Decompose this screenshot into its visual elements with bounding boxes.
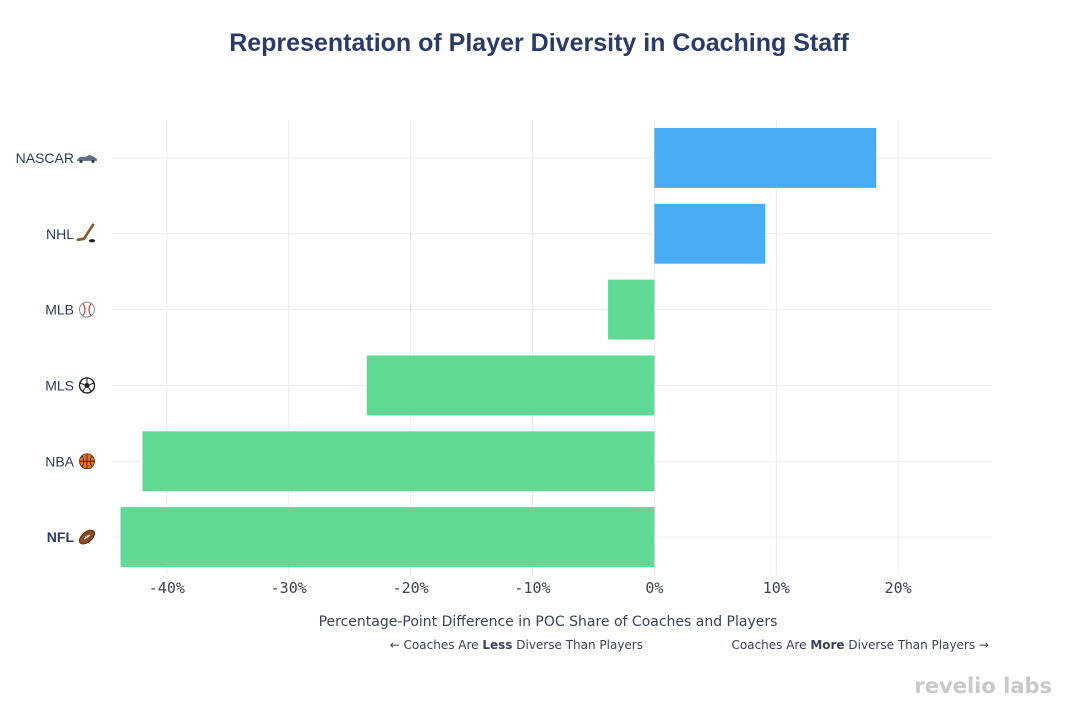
bar-nfl	[120, 507, 655, 568]
note-right-bold: More	[810, 638, 844, 652]
bar-mls	[366, 355, 655, 416]
x-axis-label: Percentage-Point Difference in POC Share…	[319, 614, 778, 630]
x-tick-label: -30%	[271, 579, 307, 597]
chart-title: Representation of Player Diversity in Co…	[229, 29, 849, 57]
note-right-post: Diverse Than Players →	[845, 638, 989, 652]
x-tick-label: -20%	[393, 579, 429, 597]
category-label-nba: NBA	[45, 453, 74, 469]
soccer-ball-icon	[78, 377, 96, 394]
gridlines	[112, 120, 992, 575]
x-tick-label: -10%	[514, 579, 550, 597]
category-label-mlb: MLB	[45, 302, 74, 318]
hockey-stick-icon	[76, 223, 96, 243]
category-label-mls: MLS	[45, 377, 74, 393]
note-less-diverse: ← Coaches Are Less Diverse Than Players	[390, 638, 643, 652]
x-tick-labels: -40% -30% -20% -10% 0% 10% 20%	[149, 579, 912, 597]
basketball-icon	[79, 453, 95, 470]
x-tick-label: 10%	[763, 579, 790, 597]
x-tick-label: 20%	[885, 579, 912, 597]
bar-nba	[142, 431, 655, 492]
bar-nhl	[654, 203, 766, 264]
baseball-icon	[79, 301, 95, 318]
bar-nascar	[654, 127, 877, 188]
football-icon	[78, 529, 96, 545]
race-car-icon	[77, 154, 97, 164]
revelio-labs-logo: revelio labs	[914, 674, 1052, 698]
category-label-nhl: NHL	[46, 226, 74, 242]
category-labels: NASCAR NHL MLB MLS NBA NFL	[16, 150, 97, 545]
category-label-nfl: NFL	[47, 529, 75, 545]
note-left-bold: Less	[482, 638, 512, 652]
note-right-pre: Coaches Are	[732, 638, 811, 652]
note-left-post: Diverse Than Players	[512, 638, 643, 652]
x-tick-label: 0%	[645, 579, 663, 597]
bars	[120, 127, 877, 568]
x-tick-label: -40%	[149, 579, 185, 597]
category-label-nascar: NASCAR	[16, 150, 74, 166]
note-left-pre: ← Coaches Are	[390, 638, 483, 652]
note-more-diverse: Coaches Are More Diverse Than Players →	[732, 638, 990, 652]
bar-mlb	[608, 279, 655, 340]
